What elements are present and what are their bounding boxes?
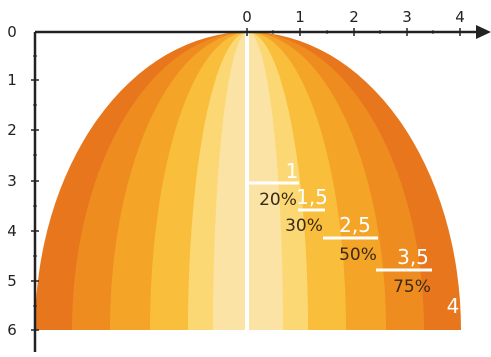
zone-labels: 1 20% 1,5 30% 2,5 50% 3,5 75% 4 — [259, 159, 459, 318]
zone-percent-label: 75% — [393, 277, 431, 297]
y-tick-label: 4 — [7, 222, 17, 240]
y-tick-label: 6 — [7, 321, 17, 339]
y-tick-label: 3 — [7, 172, 17, 190]
zone-percent-label: 20% — [259, 190, 297, 210]
y-tick-label: 5 — [7, 272, 17, 290]
x-tick-label: 4 — [455, 8, 465, 26]
x-tick-label: 1 — [295, 8, 305, 26]
zone-percent-label: 50% — [339, 245, 377, 265]
y-tick-label: 1 — [7, 71, 17, 89]
axes — [31, 25, 491, 352]
zone-value-label: 4 — [447, 294, 460, 318]
y-tick-label: 0 — [7, 23, 17, 41]
x-tick-labels: 0 1 2 3 4 — [242, 8, 465, 26]
zone-markers — [247, 181, 432, 272]
zone-value-label: 1 — [286, 159, 299, 183]
zone-value-label: 2,5 — [339, 213, 371, 237]
zone-value-label: 3,5 — [397, 245, 429, 269]
y-tick-labels: 0 1 2 3 4 5 6 — [7, 23, 17, 339]
zone-percent-label: 30% — [285, 216, 323, 236]
x-tick-label: 2 — [349, 8, 359, 26]
y-tick-label: 2 — [7, 121, 17, 139]
x-axis-arrow-icon — [476, 25, 491, 39]
x-tick-label: 0 — [242, 8, 252, 26]
zone-value-label: 1,5 — [296, 185, 328, 209]
x-tick-label: 3 — [402, 8, 412, 26]
